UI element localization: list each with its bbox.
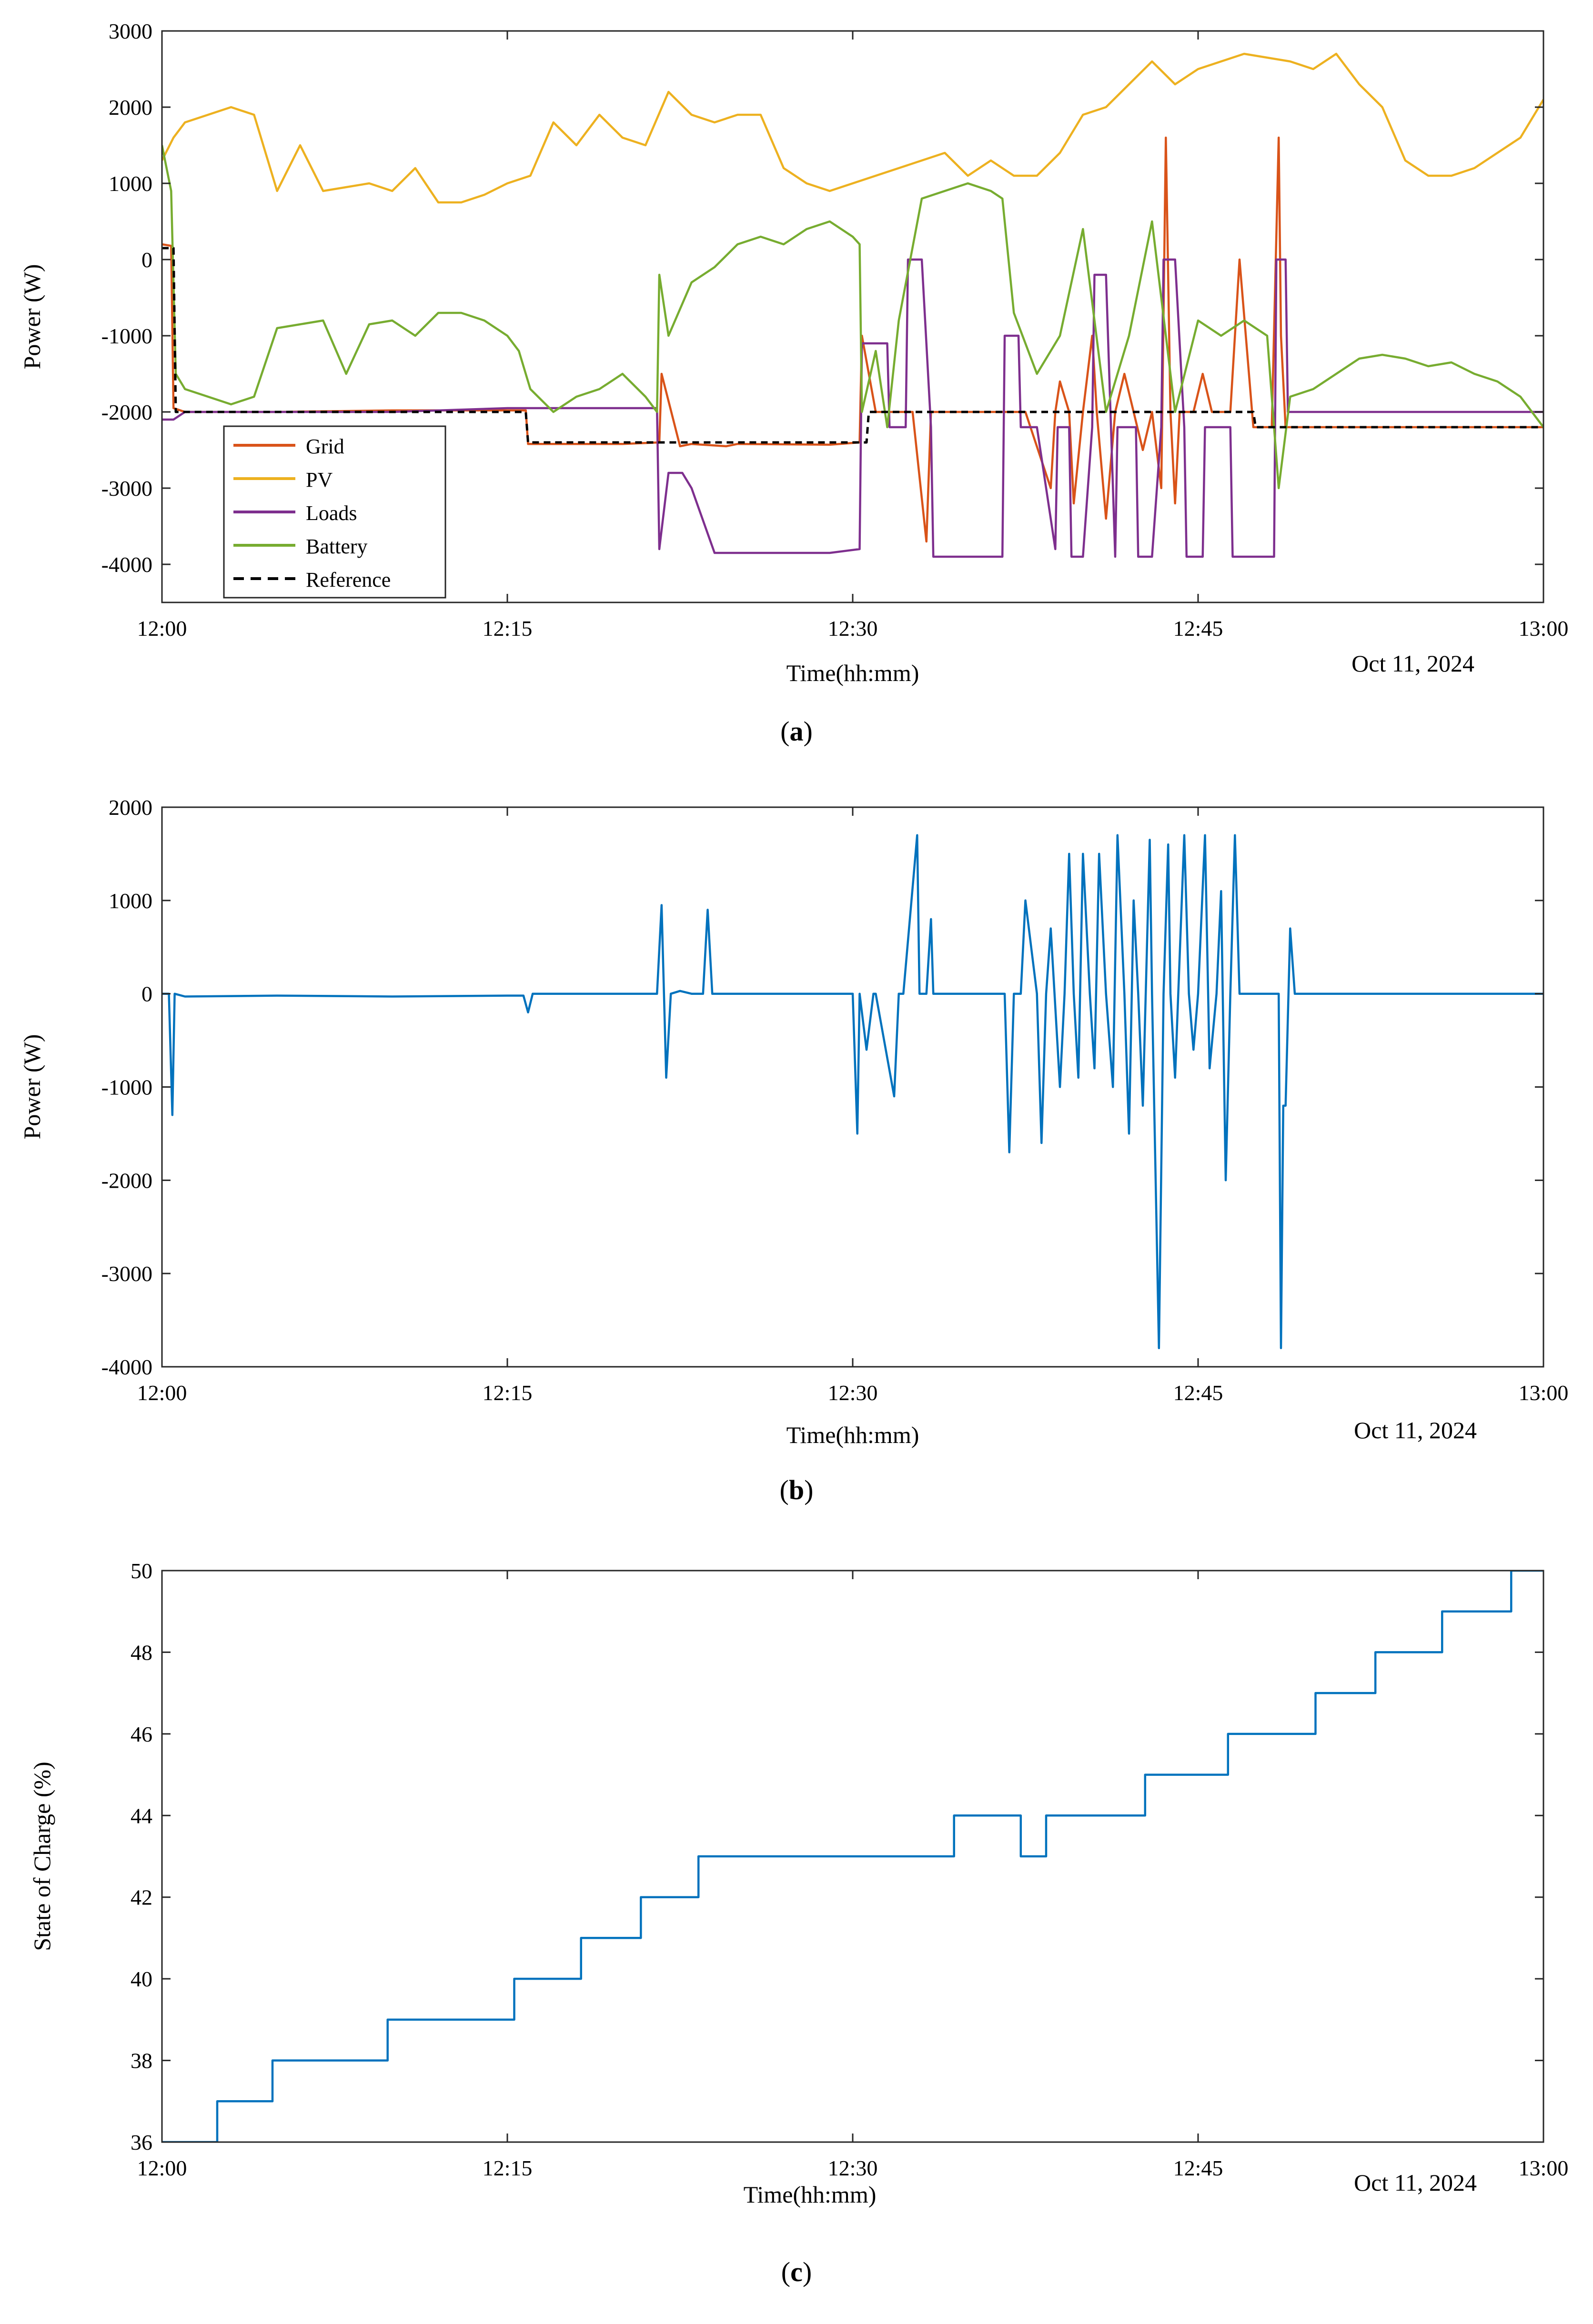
- legend-label-reference: Reference: [306, 568, 391, 591]
- panel-caption-a: (a): [780, 716, 813, 747]
- x-tick-label: 13:00: [1519, 2156, 1569, 2180]
- y-tick-label: 3000: [109, 19, 152, 43]
- y-tick-label: 38: [131, 2049, 152, 2073]
- x-tick-labels: 12:00 12:15 12:30 12:45 13:00: [137, 1571, 1569, 2180]
- y-axis-label: State of Charge (%): [29, 1762, 55, 1951]
- y-tick-labels: 3000 2000 1000 0 -1000 -2000 -3000 -4000: [101, 19, 1543, 577]
- series-line-state-of-charge: [162, 1571, 1543, 2142]
- series-line-battery: [162, 145, 1543, 490]
- legend-label-grid: Grid: [306, 435, 344, 458]
- y-tick-label: -1000: [101, 324, 152, 348]
- y-tick-label: 2000: [109, 795, 152, 820]
- x-tick-label: 12:45: [1173, 616, 1223, 641]
- y-tick-label: 40: [131, 1967, 152, 1991]
- y-tick-label: 1000: [109, 889, 152, 913]
- x-tick-label: 12:45: [1173, 1381, 1223, 1405]
- panel-letter-b: b: [789, 1474, 804, 1505]
- panel-caption-c: (c): [781, 2256, 812, 2287]
- legend-label-battery: Battery: [306, 535, 368, 558]
- date-label: Oct 11, 2024: [1351, 650, 1474, 677]
- legend-label-loads: Loads: [306, 501, 357, 525]
- y-axis-label: Power (W): [19, 264, 45, 370]
- y-tick-label: -4000: [101, 1355, 152, 1379]
- x-tick-label: 12:45: [1173, 2156, 1223, 2180]
- y-tick-label: -3000: [101, 476, 152, 501]
- series-line-grid: [162, 136, 1543, 543]
- y-tick-label: 50: [131, 1559, 152, 1583]
- series-group: [162, 52, 1543, 558]
- x-tick-label: 12:30: [828, 616, 878, 641]
- y-axis-label: Power (W): [19, 1034, 45, 1140]
- x-tick-label: 12:15: [483, 616, 533, 641]
- y-tick-label: -4000: [101, 552, 152, 577]
- date-label: Oct 11, 2024: [1354, 2169, 1477, 2196]
- x-tick-label: 12:00: [137, 2156, 187, 2180]
- x-axis-label: Time(hh:mm): [786, 660, 919, 686]
- x-tick-label: 12:00: [137, 616, 187, 641]
- series-group: [162, 834, 1543, 1350]
- x-tick-label: 12:30: [828, 2156, 878, 2180]
- panel-b: 2000 1000 0 -1000 -2000 -3000 -4000 12:00 12:15…: [19, 795, 1568, 1505]
- x-axis-label: Time(hh:mm): [744, 2181, 877, 2208]
- y-tick-label: -2000: [101, 1168, 152, 1192]
- y-tick-label: -3000: [101, 1262, 152, 1286]
- x-tick-label: 12:15: [483, 1381, 533, 1405]
- series-group: [162, 1571, 1543, 2142]
- y-tick-label: 2000: [109, 95, 152, 120]
- legend: Grid PV Loads Battery Reference: [223, 425, 446, 599]
- panel-c: 50 48 46 44 42 40 38 36 12:00 12:15 12:30 12:45 13:…: [29, 1559, 1568, 2287]
- y-tick-label: 46: [131, 1722, 152, 1746]
- y-tick-label: 1000: [109, 171, 152, 196]
- series-line-pv: [162, 52, 1543, 204]
- y-tick-label: -1000: [101, 1075, 152, 1100]
- series-line-power-error: [162, 834, 1543, 1350]
- y-tick-labels: 2000 1000 0 -1000 -2000 -3000 -4000: [101, 795, 1543, 1379]
- y-tick-label: 44: [131, 1803, 152, 1828]
- series-line-reference: [162, 247, 1543, 444]
- panel-letter-a: a: [790, 716, 804, 747]
- y-tick-label: 0: [141, 982, 152, 1006]
- x-tick-label: 12:15: [483, 2156, 533, 2180]
- x-axis-label: Time(hh:mm): [786, 1422, 919, 1448]
- y-tick-label: 36: [131, 2130, 152, 2154]
- x-tick-label: 12:30: [828, 1381, 878, 1405]
- x-tick-label: 13:00: [1519, 616, 1569, 641]
- panel-caption-b: (b): [780, 1474, 814, 1505]
- panel-letter-c: c: [790, 2256, 803, 2287]
- date-label: Oct 11, 2024: [1354, 1417, 1477, 1443]
- series-line-loads: [162, 258, 1543, 558]
- y-tick-label: -2000: [101, 400, 152, 424]
- y-tick-labels: 50 48 46 44 42 40 38 36: [131, 1559, 1543, 2154]
- legend-label-pv: PV: [306, 468, 333, 491]
- y-tick-label: 48: [131, 1640, 152, 1664]
- x-tick-labels: 12:00 12:15 12:30 12:45 13:00: [137, 807, 1569, 1405]
- y-tick-label: 0: [141, 248, 152, 272]
- y-tick-label: 42: [131, 1885, 152, 1910]
- x-tick-label: 13:00: [1519, 1381, 1569, 1405]
- x-tick-labels: 12:00 12:15 12:30 12:45 13:00: [137, 31, 1569, 641]
- x-tick-label: 12:00: [137, 1381, 187, 1405]
